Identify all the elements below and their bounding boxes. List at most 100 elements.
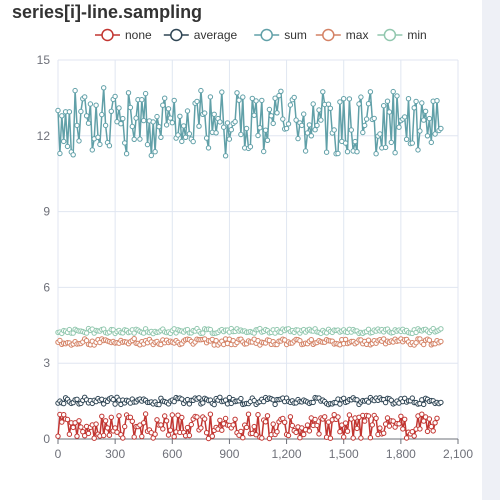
data-point (202, 416, 208, 422)
x-tick-label: 300 (105, 447, 125, 461)
data-point (278, 88, 284, 95)
data-point (354, 425, 360, 432)
data-point (179, 138, 185, 145)
data-point (337, 401, 343, 407)
data-point (177, 113, 183, 120)
data-point (362, 418, 368, 424)
data-point (125, 90, 132, 96)
data-point (59, 113, 65, 119)
data-point (205, 145, 212, 151)
legend: none average sum max min (95, 28, 427, 42)
data-point (228, 127, 235, 133)
data-point (264, 137, 271, 144)
data-point (367, 435, 374, 441)
data-point (184, 108, 191, 114)
data-point (137, 422, 143, 428)
legend-marker (260, 28, 273, 42)
data-point (232, 119, 238, 125)
series-min (55, 325, 444, 337)
data-point (411, 433, 417, 439)
series-layer (55, 85, 444, 442)
data-point (417, 426, 423, 432)
data-point (114, 429, 120, 435)
data-point (127, 104, 134, 111)
data-point (270, 421, 276, 427)
data-point (101, 432, 107, 439)
data-point (369, 422, 375, 428)
data-point (310, 101, 316, 107)
data-point (424, 133, 431, 139)
data-point (70, 152, 76, 158)
data-point (291, 94, 297, 101)
data-point (238, 428, 244, 435)
data-point (255, 132, 261, 139)
data-point (386, 423, 393, 429)
data-point (381, 430, 387, 436)
data-point (83, 330, 90, 336)
data-point (377, 131, 383, 137)
data-point (257, 125, 263, 131)
data-point (362, 122, 368, 129)
data-point (341, 434, 347, 440)
data-point (310, 399, 316, 406)
data-point (400, 426, 406, 432)
data-point (299, 122, 305, 129)
data-point (238, 131, 244, 138)
data-point (358, 435, 364, 441)
data-point (398, 413, 404, 419)
data-point (70, 424, 76, 431)
data-point (297, 435, 303, 441)
data-point (438, 338, 444, 345)
data-point (245, 411, 252, 417)
data-point (148, 152, 155, 159)
data-point (120, 115, 126, 122)
data-point (259, 435, 265, 441)
data-point (91, 435, 97, 441)
data-point (99, 413, 105, 419)
data-point (390, 88, 396, 95)
x-tick-label: 600 (162, 447, 182, 461)
data-point (167, 427, 174, 433)
data-point (373, 415, 379, 421)
data-point (108, 108, 115, 115)
data-point (270, 120, 276, 127)
data-point (360, 129, 366, 136)
data-point (331, 127, 337, 133)
legend-marker (383, 28, 397, 42)
data-point (106, 432, 113, 438)
data-point (261, 148, 267, 155)
x-tick-label: 0 (55, 447, 62, 461)
data-point (89, 147, 96, 153)
data-point (390, 418, 396, 424)
data-point (337, 429, 343, 435)
data-point (402, 114, 408, 120)
data-point (171, 434, 177, 440)
data-point (116, 105, 122, 111)
data-point (120, 435, 126, 441)
data-point (247, 144, 254, 150)
data-point (83, 113, 90, 119)
data-point (156, 401, 162, 408)
data-point (419, 100, 425, 106)
data-point (101, 85, 107, 91)
data-point (421, 117, 427, 123)
data-point (403, 136, 410, 143)
legend-label: sum (284, 28, 307, 42)
data-point (93, 421, 99, 427)
legend-marker (322, 28, 335, 42)
data-point (224, 120, 231, 126)
data-point (409, 429, 415, 435)
data-point (276, 92, 282, 99)
data-point (129, 123, 136, 130)
data-point (207, 94, 214, 100)
data-point (209, 433, 216, 439)
line-chart: none average sum max min 0 3 6 9 12 15 0 300 600 900 1… (37, 28, 474, 461)
data-point (202, 110, 208, 116)
page-title: series[i]-line.sampling (12, 2, 203, 22)
series-max (55, 336, 444, 348)
data-point (251, 112, 257, 119)
data-point (438, 399, 444, 406)
data-point (74, 122, 80, 129)
data-point (222, 153, 229, 159)
data-point (426, 337, 433, 343)
